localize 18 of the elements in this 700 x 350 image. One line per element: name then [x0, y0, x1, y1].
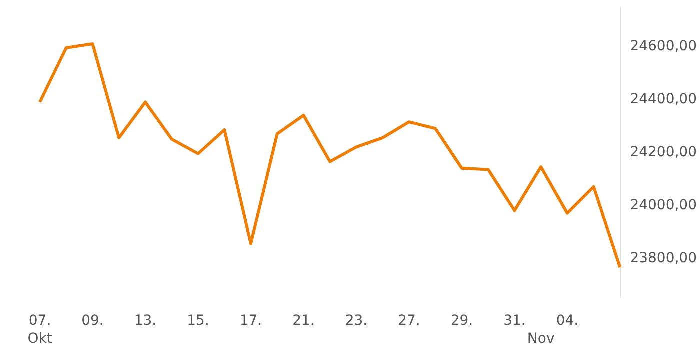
y-tick-label: 24600,00: [630, 38, 698, 55]
y-tick-label: 24000,00: [630, 197, 698, 214]
x-tick-label: 15.: [187, 313, 210, 329]
x-tick-label: 04.: [556, 313, 579, 329]
x-tick-label: 27.: [398, 313, 420, 329]
line-series: [38, 42, 622, 270]
x-tick-label: 21.: [292, 313, 315, 329]
x-tick-label: 13.: [134, 313, 157, 329]
y-tick-label: 24200,00: [630, 144, 698, 160]
x-tick-label: 23.: [345, 313, 368, 329]
x-tick-label: 31.: [504, 313, 526, 329]
y-tick-label: 23800,00: [630, 250, 698, 266]
y-tick-label: 24400,00: [630, 92, 698, 108]
x-tick-label: 07. Okt: [28, 313, 53, 347]
x-tick-label: 17.: [240, 313, 262, 329]
x-tick-label: Nov: [527, 331, 555, 347]
x-tick-label: 29.: [450, 313, 474, 329]
x-tick-label: 09.: [82, 313, 104, 329]
